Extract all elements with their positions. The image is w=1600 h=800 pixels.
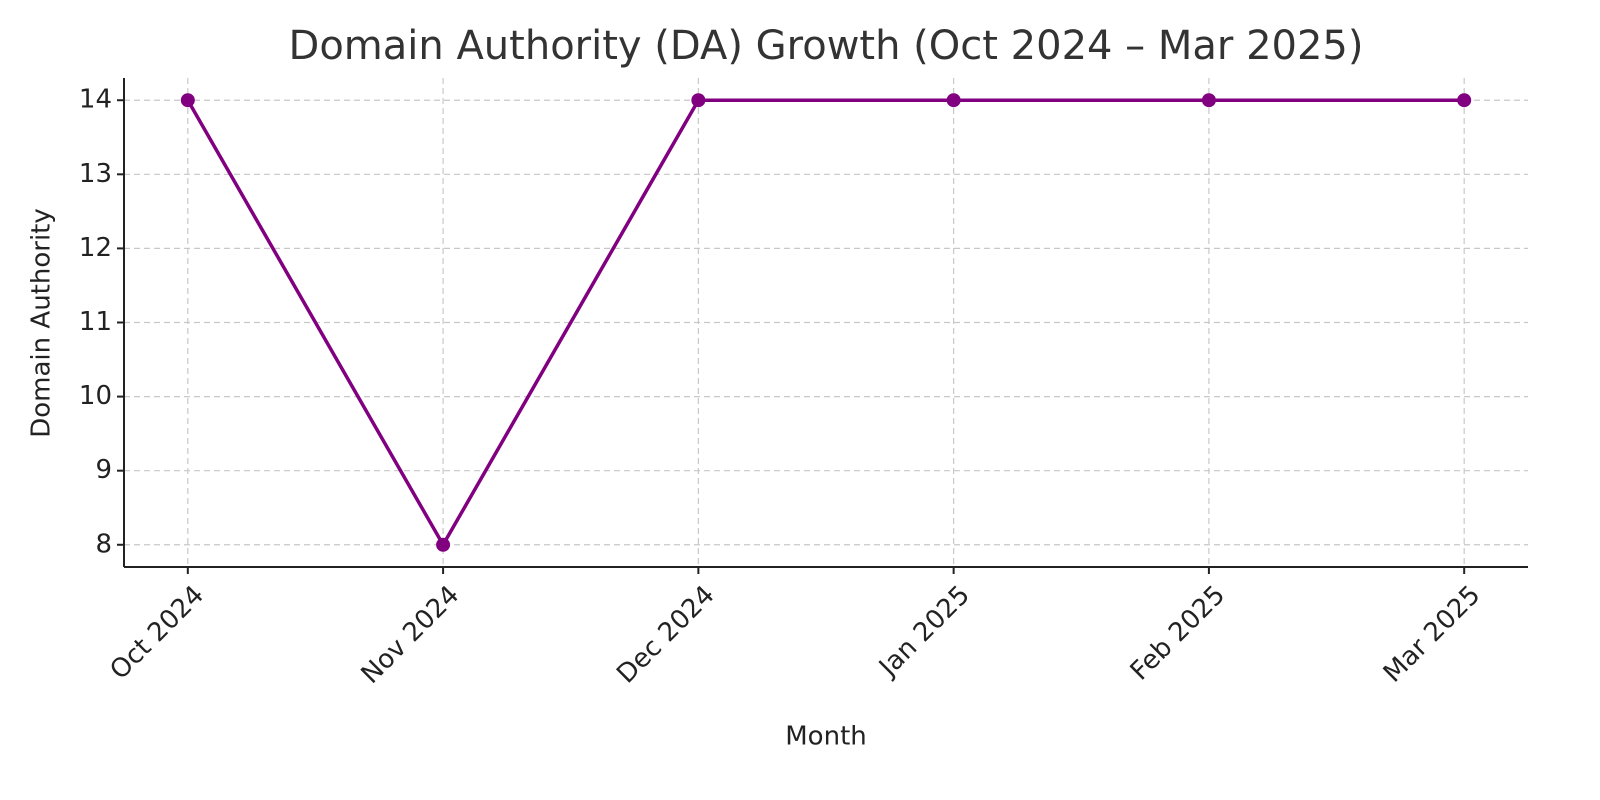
x-tick-label: Feb 2025 — [1125, 580, 1231, 686]
x-tick-label: Dec 2024 — [611, 580, 720, 689]
y-tick-label: 14 — [79, 85, 112, 115]
data-point — [180, 93, 195, 108]
data-point — [946, 93, 961, 108]
chart-title: Domain Authority (DA) Growth (Oct 2024 –… — [289, 23, 1364, 69]
x-tick-label: Mar 2025 — [1378, 580, 1487, 689]
y-tick-label: 10 — [79, 381, 112, 411]
y-tick-label: 12 — [79, 233, 112, 263]
x-tick-label: Oct 2024 — [104, 580, 210, 686]
data-point — [436, 537, 451, 552]
data-point — [1457, 93, 1472, 108]
y-tick-label: 11 — [79, 307, 112, 337]
data-point — [1201, 93, 1216, 108]
data-line — [186, 98, 1465, 549]
x-tick-label: Nov 2024 — [356, 580, 466, 690]
y-tick-label: 13 — [79, 159, 112, 189]
y-tick-label: 8 — [95, 529, 112, 559]
y-tick-label: 9 — [95, 455, 112, 485]
x-tick-label: Jan 2025 — [872, 580, 976, 684]
data-point — [691, 93, 706, 108]
y-axis-label: Domain Authority — [27, 208, 57, 438]
x-axis-label: Month — [785, 722, 867, 752]
